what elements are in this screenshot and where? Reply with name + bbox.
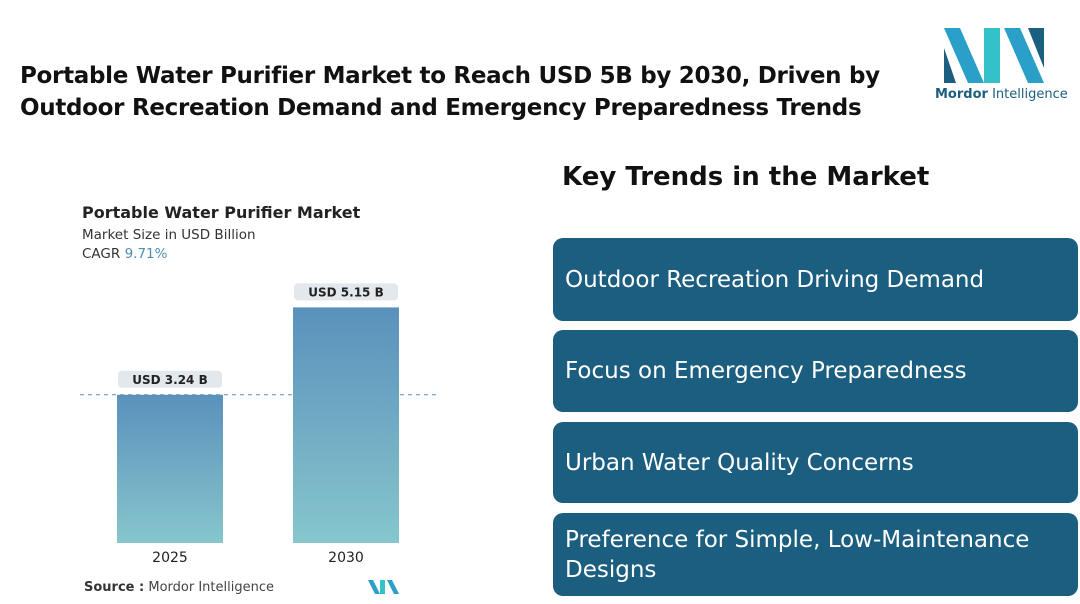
- cagr: CAGR 9.71%: [82, 246, 167, 262]
- logo-name: Mordor: [935, 87, 988, 102]
- logo-icon: [944, 28, 1044, 83]
- bar: [293, 307, 399, 543]
- chart: USD 3.24 B 2025 USD 5.15 B 2030: [80, 283, 440, 566]
- cagr-label: CAGR: [82, 246, 121, 262]
- value-label: USD 3.24 B: [132, 373, 207, 387]
- cagr-value: 9.71%: [124, 246, 168, 262]
- value-label: USD 5.15 B: [308, 285, 383, 299]
- value-label-bg: [118, 370, 222, 388]
- bar: [117, 394, 223, 543]
- source-logo: [368, 580, 399, 594]
- trend-item: Outdoor Recreation Driving Demand: [553, 238, 1078, 321]
- source: Source : Mordor Intelligence: [84, 580, 274, 595]
- value-label-bg: [294, 283, 398, 301]
- trend-item: Preference for Simple, Low-Maintenance D…: [553, 513, 1078, 596]
- trends-title: Key Trends in the Market: [562, 162, 930, 192]
- page-title: Portable Water Purifier Market to Reach …: [20, 63, 880, 121]
- chart-subtitle: Market Size in USD Billion: [82, 227, 256, 243]
- x-tick-label: 2030: [328, 550, 364, 566]
- logo-suffix: Intelligence: [992, 87, 1068, 102]
- trend-item: Urban Water Quality Concerns: [553, 422, 1078, 503]
- logo-text: Mordor Intelligence: [935, 87, 1068, 102]
- source-name: Mordor Intelligence: [148, 580, 274, 595]
- x-tick-label: 2025: [152, 550, 188, 566]
- source-label: Source :: [84, 580, 145, 595]
- chart-title: Portable Water Purifier Market: [82, 203, 361, 222]
- trend-item: Focus on Emergency Preparedness: [553, 330, 1078, 412]
